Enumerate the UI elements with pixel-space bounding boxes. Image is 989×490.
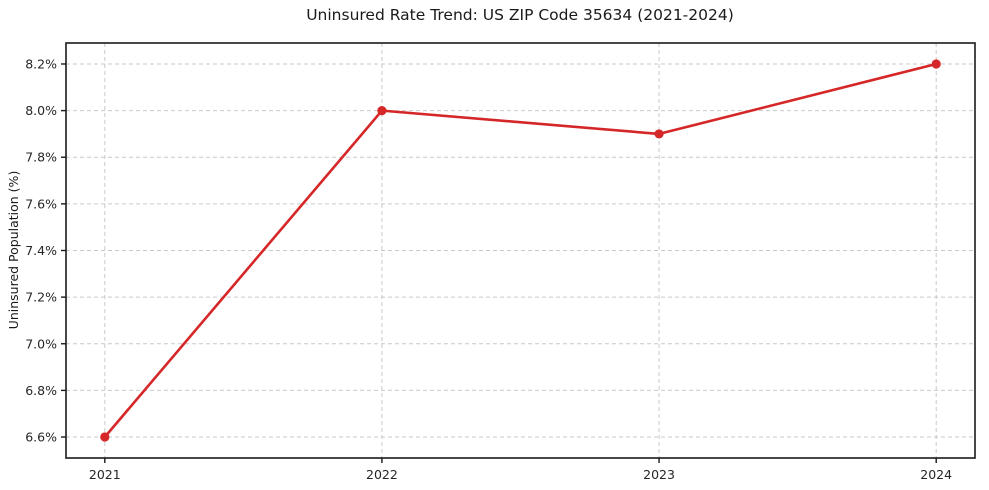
y-tick-label: 6.8% xyxy=(25,383,57,398)
y-tick-label: 7.6% xyxy=(25,196,57,211)
data-point-marker xyxy=(931,59,941,69)
axes-frame xyxy=(65,42,976,459)
y-tick-label: 7.8% xyxy=(25,150,57,165)
y-tick-label: 8.2% xyxy=(25,56,57,71)
data-point-marker xyxy=(100,432,110,442)
y-axis-label: Uninsured Population (%) xyxy=(6,171,21,330)
trend-line xyxy=(103,62,938,439)
y-tick-label: 7.0% xyxy=(25,336,57,351)
x-tick-label: 2023 xyxy=(643,467,675,482)
data-point-marker xyxy=(654,129,664,139)
y-tick-label: 7.2% xyxy=(25,290,57,305)
x-tick-label: 2022 xyxy=(366,467,398,482)
y-tick-label: 6.6% xyxy=(25,430,57,445)
x-tick-label: 2024 xyxy=(920,467,952,482)
chart-title: Uninsured Rate Trend: US ZIP Code 35634 … xyxy=(306,6,734,24)
data-point-marker xyxy=(377,106,387,116)
axes-frame-group xyxy=(65,42,976,459)
y-tick-label: 7.4% xyxy=(25,243,57,258)
y-tick-label: 8.0% xyxy=(25,103,57,118)
x-tick-label: 2021 xyxy=(89,467,121,482)
grid-lines xyxy=(66,43,975,458)
data-series xyxy=(100,59,941,442)
axis-ticks: 6.6% 6.8% 7.0% 7.2% 7.4% 7.6% 7.8% 8.0% 8.2% 2021… xyxy=(25,56,952,482)
